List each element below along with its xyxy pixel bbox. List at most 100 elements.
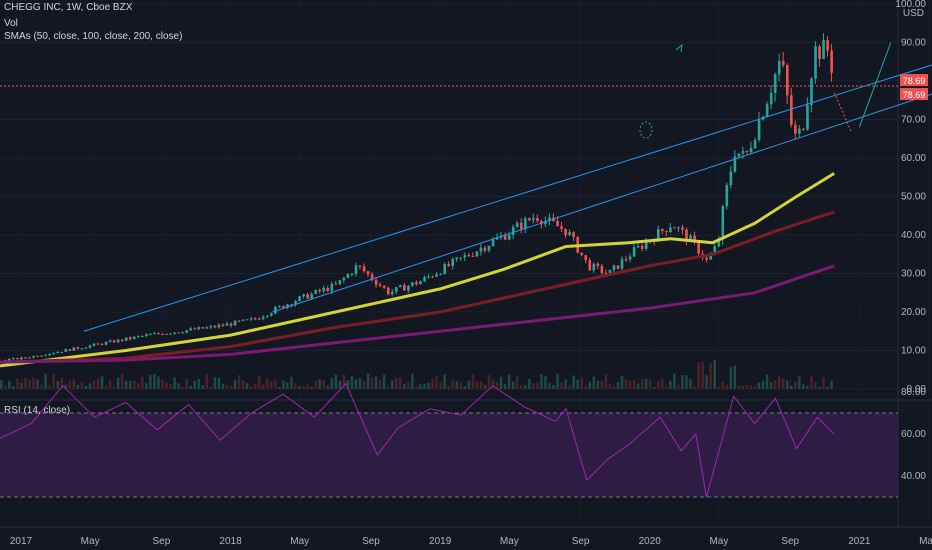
volume-bar (447, 385, 450, 389)
candle-body (370, 274, 374, 280)
volume-bar (193, 380, 196, 389)
candle-body (810, 78, 813, 106)
volume-bar (729, 367, 733, 389)
candle-body (209, 326, 213, 328)
candle-body (757, 119, 761, 141)
candle-body (765, 104, 769, 117)
candle-body (431, 276, 434, 278)
candle-body (374, 279, 378, 285)
volume-bar (165, 382, 168, 389)
candle-body (483, 247, 487, 251)
time-tick-label: Sep (152, 536, 170, 547)
candle-body (36, 355, 39, 357)
candle-body (262, 316, 265, 319)
candle-body (693, 235, 696, 242)
candle-body (556, 220, 559, 227)
volume-bar (620, 375, 624, 389)
candle-body (274, 307, 277, 314)
volume-bar (237, 375, 241, 389)
candle-body (628, 256, 632, 260)
candle-body (326, 287, 330, 292)
volume-bar (568, 385, 571, 389)
volume-bar (249, 386, 253, 389)
volume-bar (294, 383, 297, 389)
candle-body (76, 347, 80, 349)
volume-bar (471, 374, 475, 389)
volume-bar (435, 375, 438, 389)
volume-bar (451, 380, 454, 389)
candle-body (806, 105, 809, 130)
candle-body (382, 285, 386, 288)
volume-bar (596, 380, 600, 389)
volume-bar (830, 380, 833, 389)
candle-body (221, 324, 225, 326)
time-tick-label: May (919, 536, 932, 547)
volume-bar (350, 375, 354, 389)
rsi-tick-label: 60.00 (901, 429, 926, 440)
price-tick-label: 40.00 (901, 230, 926, 241)
volume-bar (657, 380, 660, 389)
volume-bar (483, 385, 487, 389)
volume-bar (32, 377, 35, 389)
time-tick-label: May (500, 536, 519, 547)
candle-body (64, 349, 68, 352)
candle-body (145, 334, 148, 336)
volume-bar (415, 386, 418, 389)
candle-body (544, 220, 547, 225)
candle-body (511, 226, 515, 235)
candle-body (519, 222, 523, 230)
candle-body (32, 355, 35, 358)
candle-body (390, 291, 394, 295)
candle-body (487, 245, 491, 251)
volume-bar (528, 378, 531, 389)
candle-body (423, 276, 426, 282)
volume-bar (612, 386, 616, 389)
volume-bar (443, 374, 446, 389)
candle-body (753, 140, 757, 148)
candle-body (580, 252, 584, 256)
volume-bar (286, 382, 289, 389)
volume-bar (685, 375, 688, 389)
volume-bar (499, 376, 503, 389)
candle-body (133, 336, 136, 340)
rsi-tick-label: 40.00 (901, 471, 926, 482)
volume-bar (532, 383, 535, 389)
volume-bar (794, 381, 797, 389)
candle-body (48, 353, 51, 356)
candle-body (173, 332, 176, 334)
time-tick-label: Sep (362, 536, 380, 547)
volume-bar (354, 379, 358, 389)
candle-body (528, 218, 531, 221)
candle-body (233, 320, 237, 326)
candle-body (588, 260, 592, 271)
trend-channel-line (83, 64, 932, 332)
volume-bar (20, 383, 23, 389)
volume-bar (773, 380, 777, 389)
time-tick-label: May (81, 536, 100, 547)
candle-body (644, 241, 648, 249)
candle-body (777, 60, 781, 75)
candle-body (60, 351, 64, 353)
volume-bar (753, 385, 757, 389)
volume-bar (266, 378, 269, 389)
time-tick-label: Sep (781, 536, 799, 547)
candle-body (378, 284, 382, 286)
volume-bar (826, 386, 829, 389)
volume-bar (467, 380, 471, 389)
volume-bar (12, 385, 15, 389)
volume-bar (346, 380, 350, 389)
sma-50-line (0, 172, 835, 368)
candle-body (354, 265, 358, 274)
volume-bar (157, 376, 160, 389)
rsi-tick-label: 80.00 (901, 387, 926, 398)
candle-body (290, 304, 293, 306)
target-circle (639, 121, 653, 139)
time-tick-label: 2019 (429, 536, 452, 547)
candle-body (322, 287, 326, 292)
candle-body (435, 274, 438, 277)
price-badge (900, 74, 928, 87)
volume-bar (524, 385, 527, 389)
candle-body (100, 343, 104, 345)
volume-bar (52, 373, 55, 389)
